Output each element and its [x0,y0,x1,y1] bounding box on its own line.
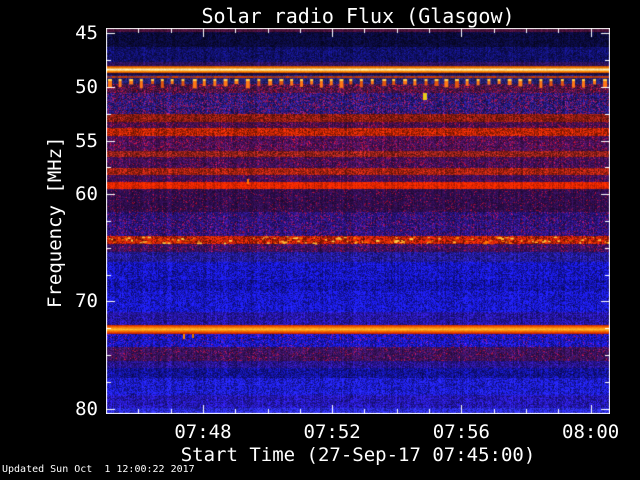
spectrogram-canvas [106,28,610,414]
y-tick-label: 80 [75,397,98,420]
updated-timestamp: Updated Sun Oct 1 12:00:22 2017 [2,464,195,475]
x-tick-label: 08:00 [562,421,620,443]
y-axis-title: Frequency [MHz] [44,136,66,308]
chart-title: Solar radio Flux (Glasgow) [201,4,515,28]
x-tick-label: 07:48 [174,421,232,443]
y-tick-label: 50 [75,75,98,98]
x-axis-title: Start Time (27-Sep-17 07:45:00) [180,444,536,466]
x-tick-label: 07:56 [432,421,490,443]
y-tick-label: 45 [75,22,98,45]
x-tick-label: 07:52 [303,421,361,443]
y-tick-label: 70 [75,290,98,313]
y-tick-label: 60 [75,183,98,206]
y-tick-label: 55 [75,129,98,152]
